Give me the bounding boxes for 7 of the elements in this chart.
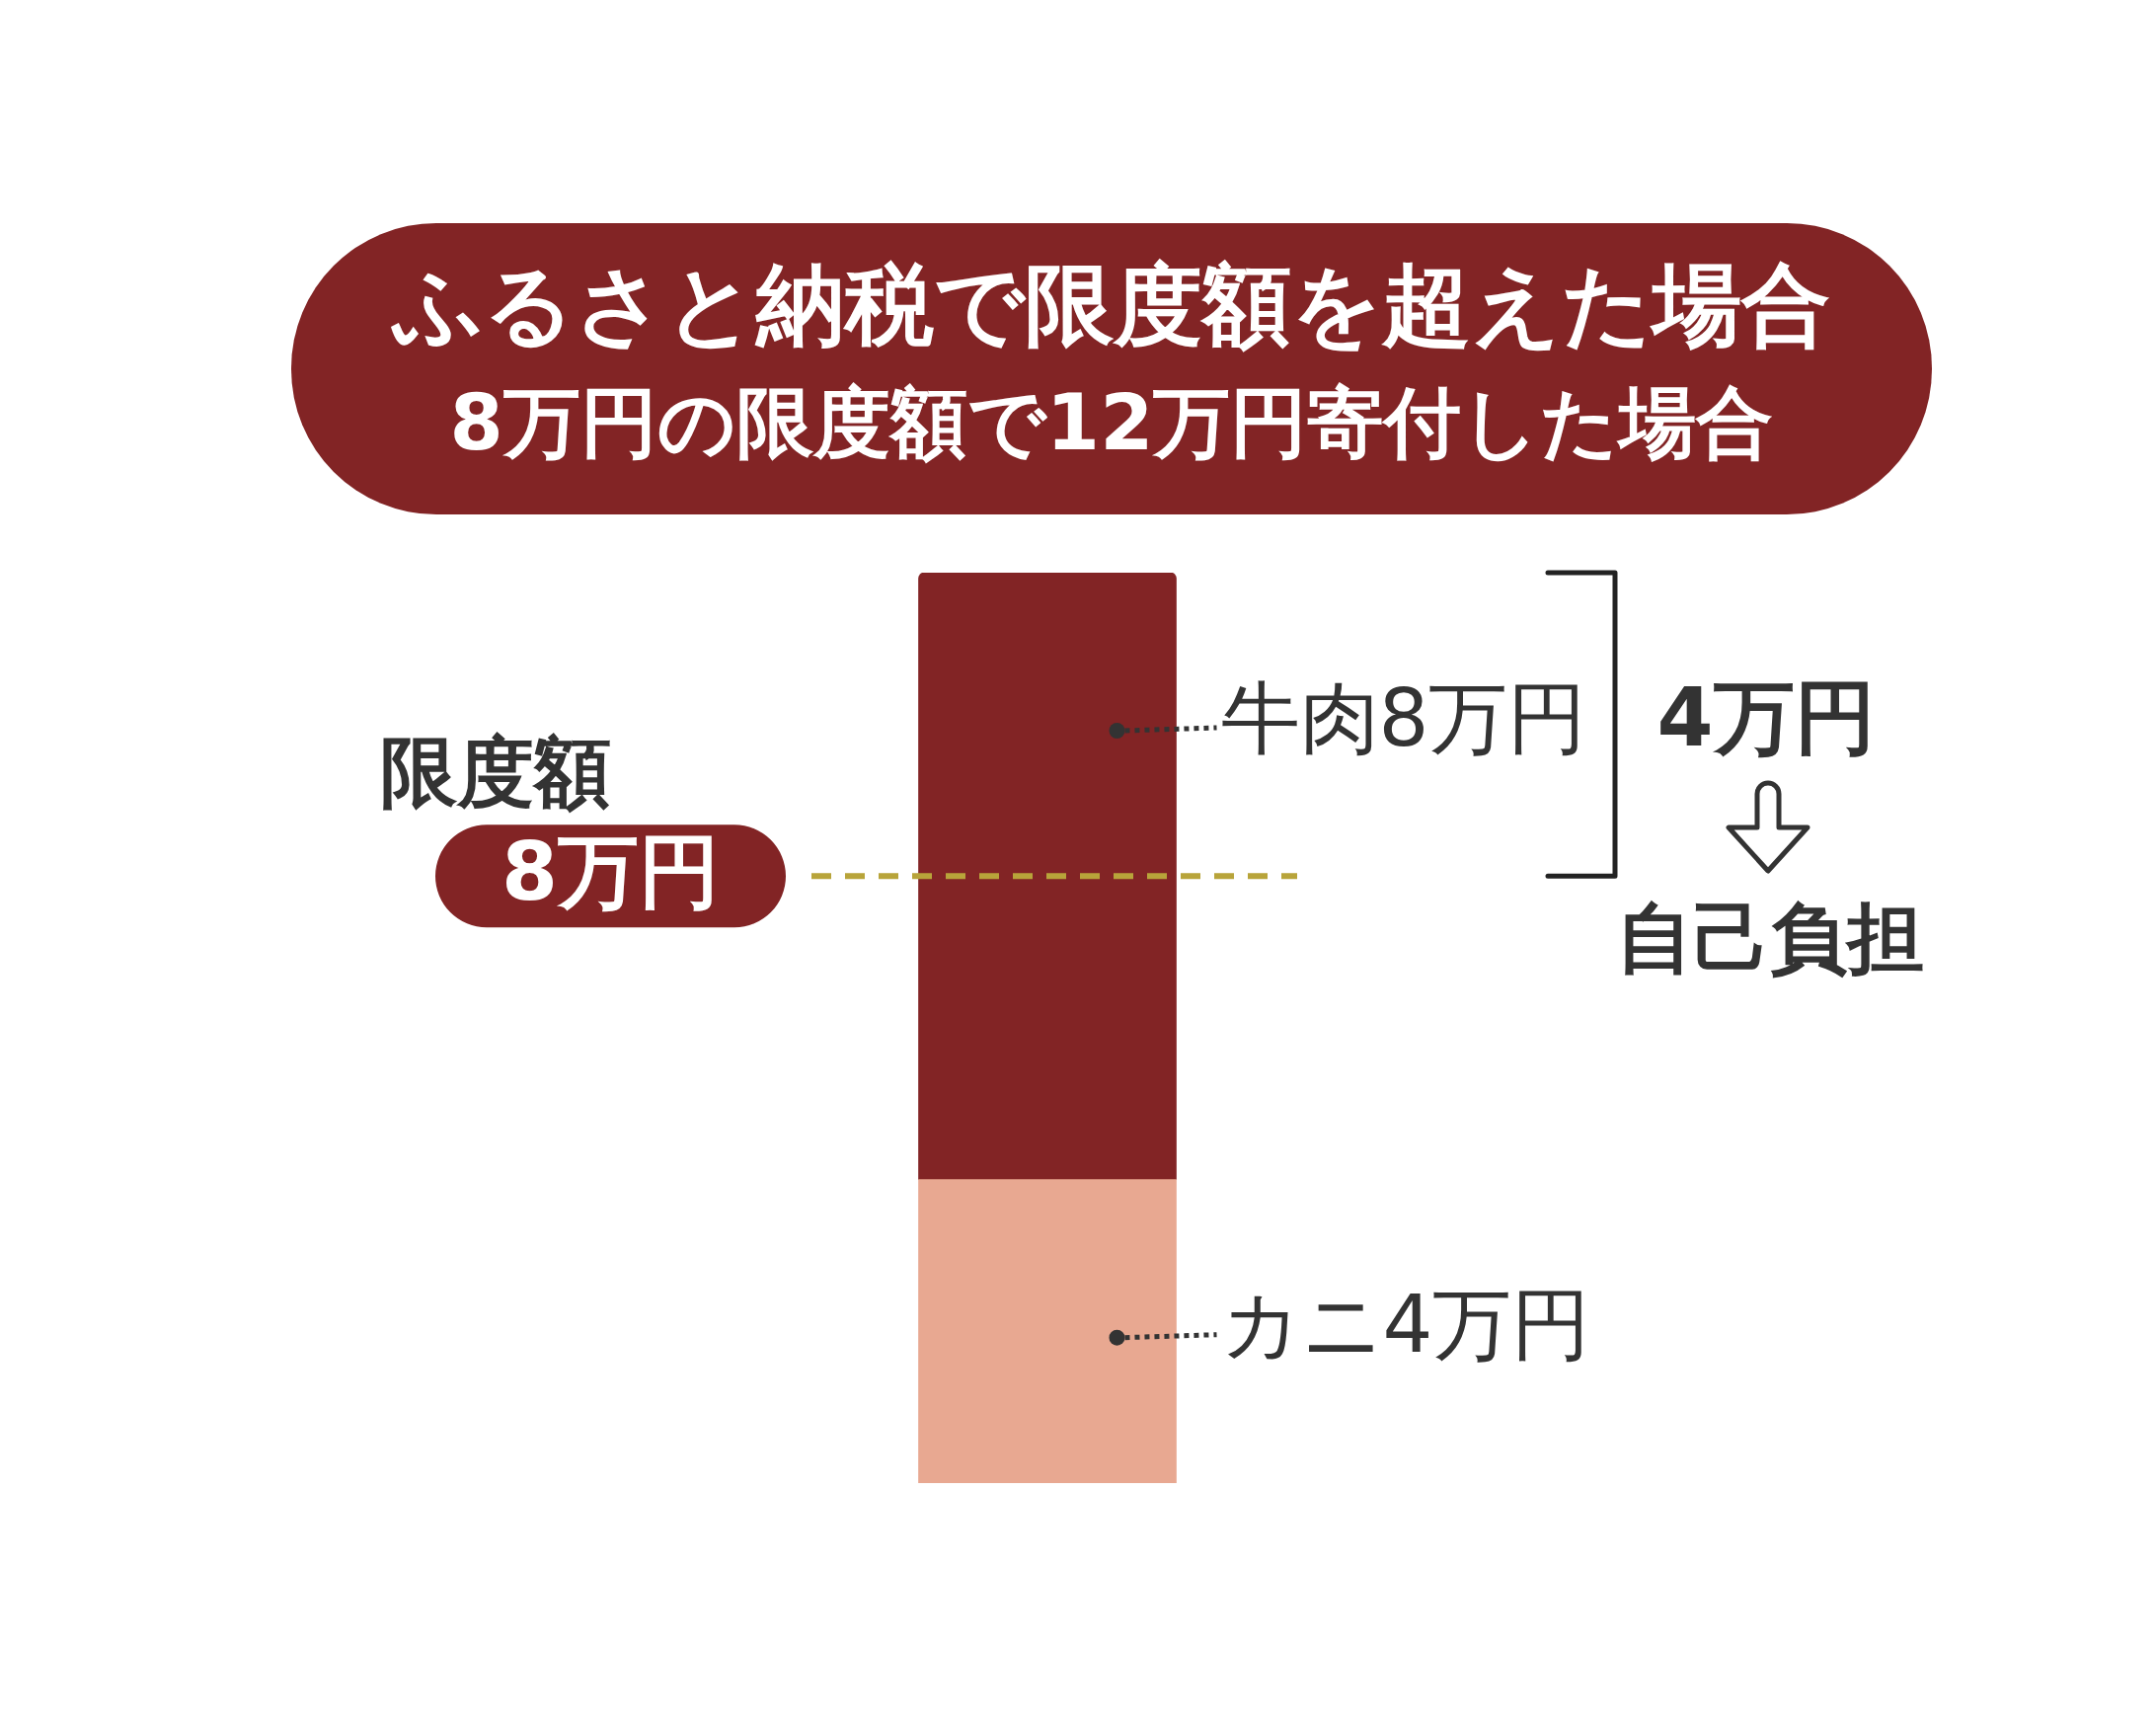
chart-subtitle: 8万円の限度額で12万円寄付した場合 xyxy=(449,378,1774,468)
data-label: カニ4万円 xyxy=(1220,1279,1591,1372)
data-label: 牛肉8万円 xyxy=(1220,671,1587,764)
text: 4万円 xyxy=(1656,669,1876,764)
chart-title: ふるさと納税で限度額を超えた場合 xyxy=(391,253,1830,357)
ref-line-label: 限度額 8万円 xyxy=(380,727,721,918)
text: 自己負担 xyxy=(1616,893,1924,982)
